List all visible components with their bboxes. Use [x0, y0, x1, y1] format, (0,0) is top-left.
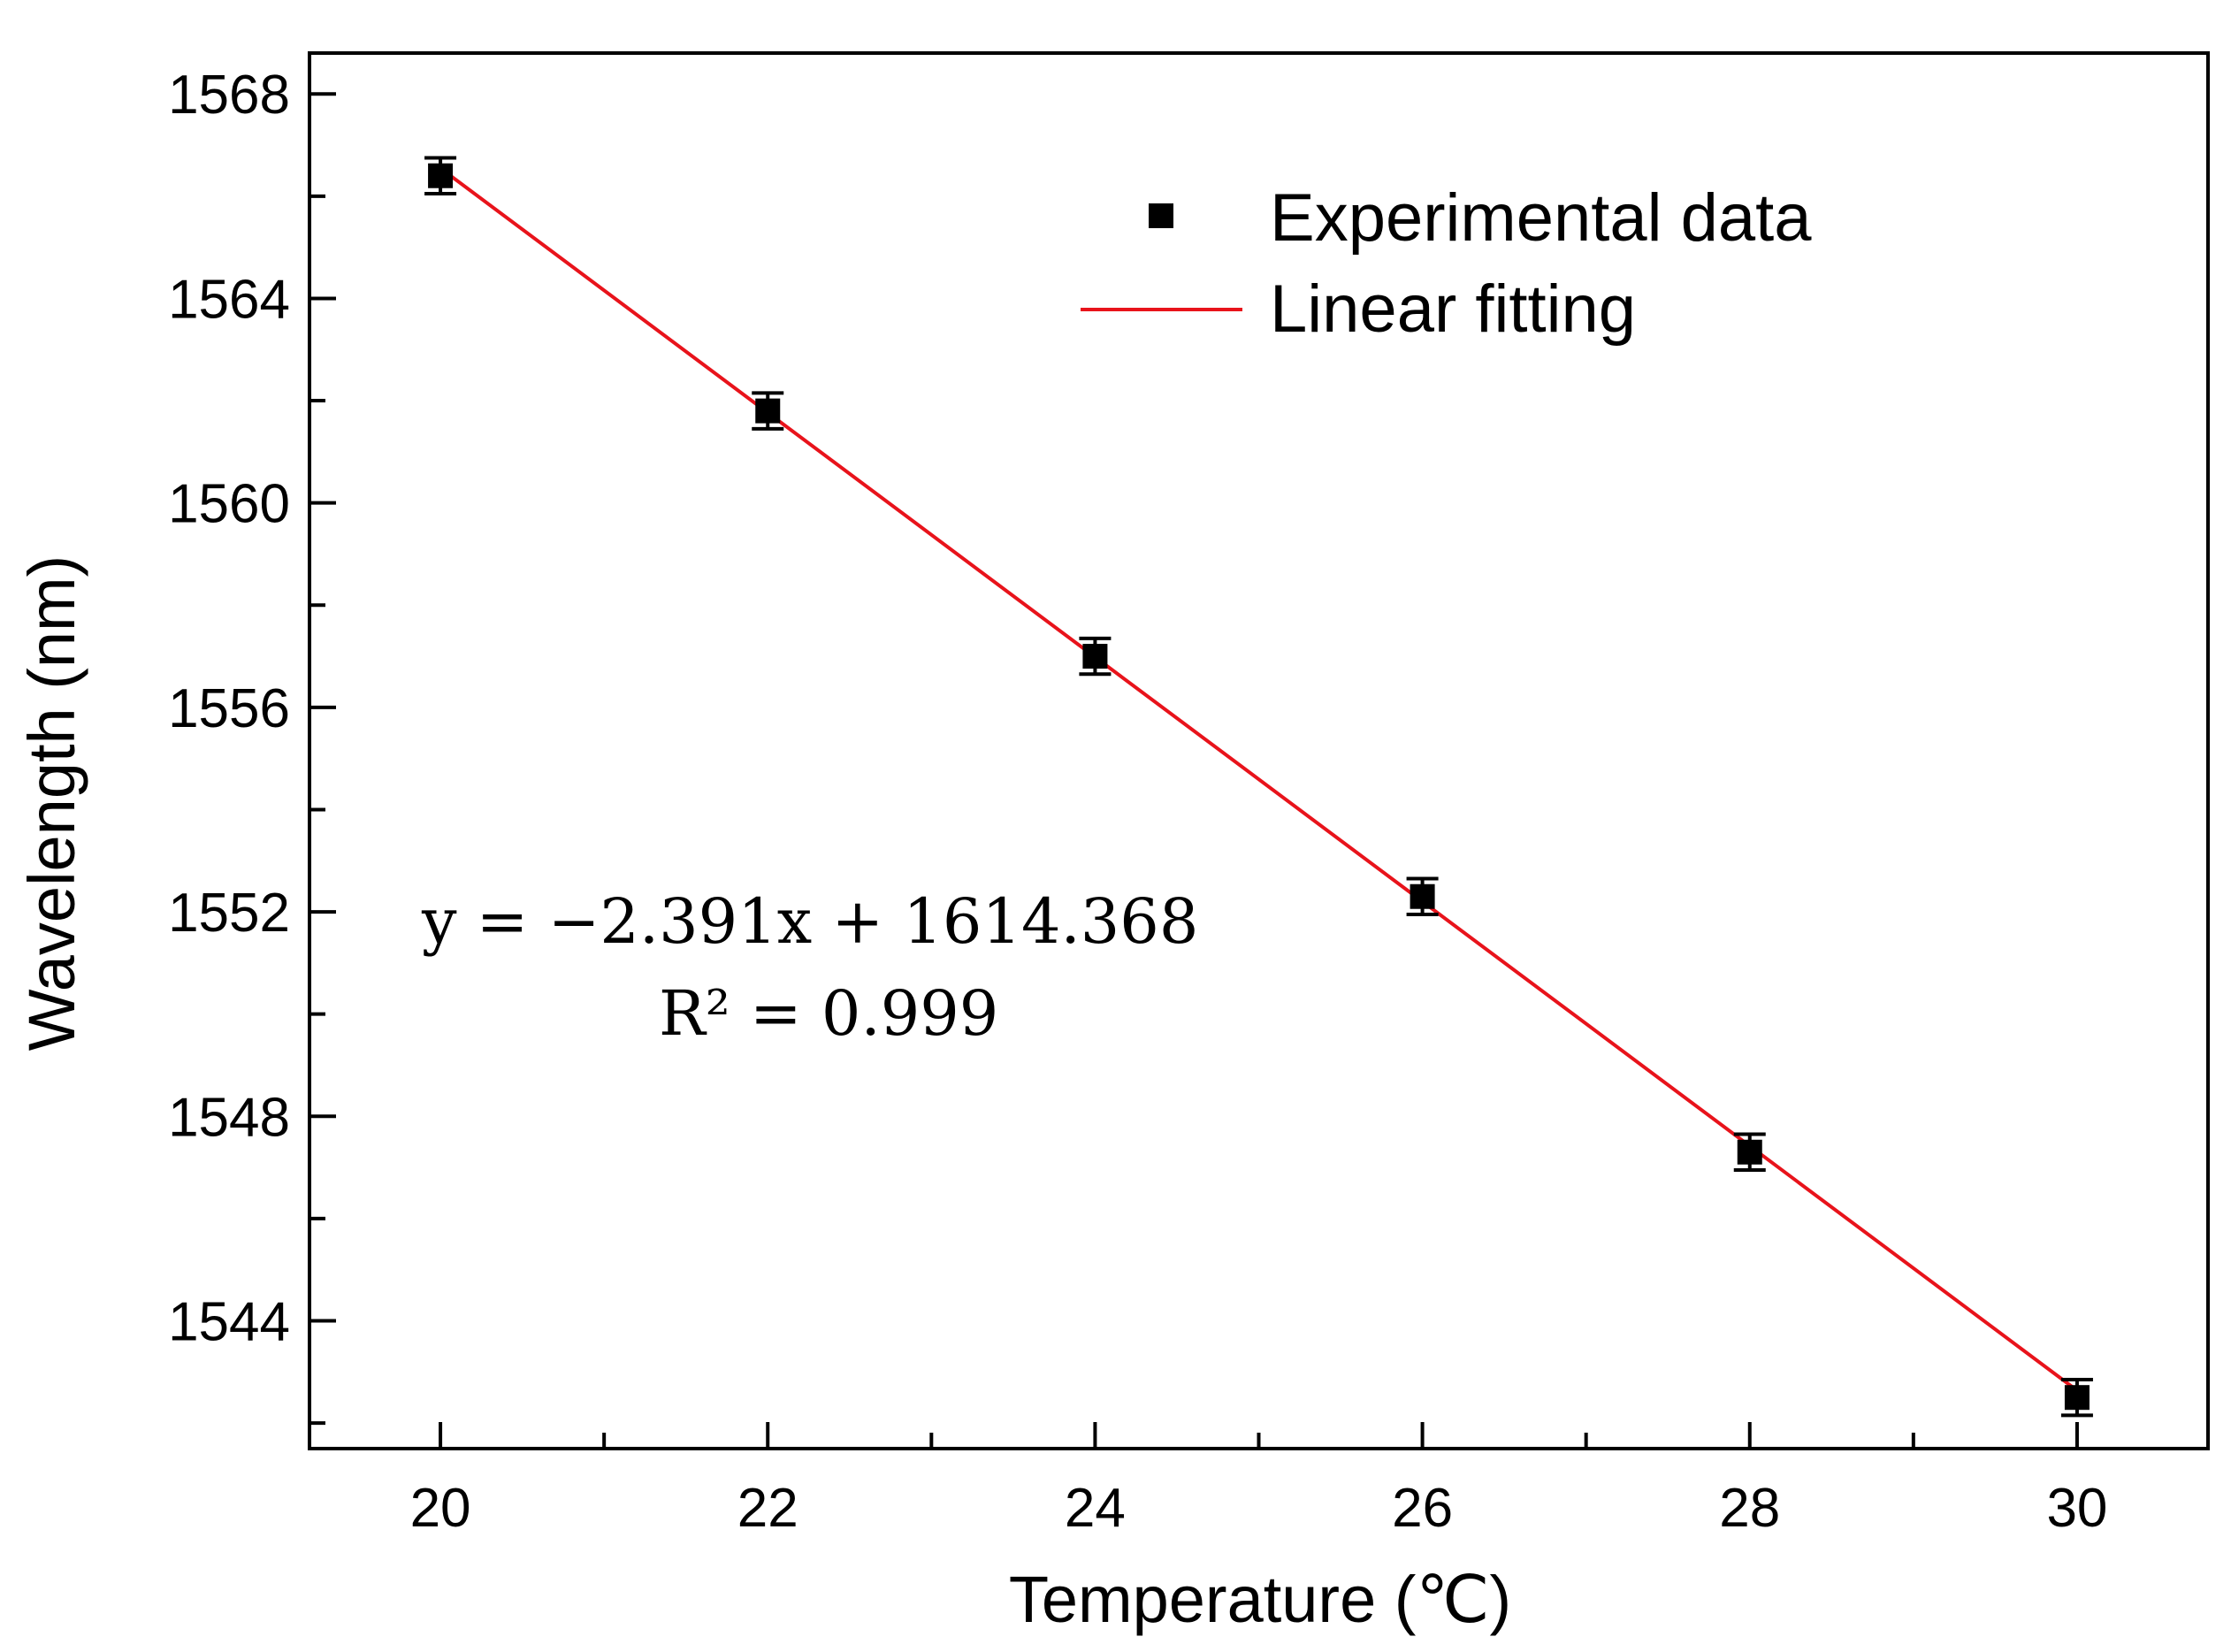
fit-equation: y = −2.391x + 1614.368 [421, 885, 1198, 958]
data-point [2064, 1385, 2090, 1411]
y-tick-label: 1548 [168, 1087, 290, 1148]
data-point [1082, 644, 1108, 669]
legend-marker-experimental [1149, 203, 1173, 228]
x-tick-label: 22 [737, 1478, 798, 1539]
y-tick-label: 1560 [168, 474, 290, 535]
ticks-layer: 20 22 24 26 28 30 1544 1548 1552 1556 1560 1564 1568 [168, 65, 2107, 1539]
x-tick-label: 30 [2046, 1478, 2107, 1539]
r-squared: R² = 0.999 [659, 977, 998, 1050]
plot-frame [308, 51, 2210, 1450]
x-tick-label: 20 [410, 1478, 471, 1539]
x-tick-label: 24 [1065, 1478, 1126, 1539]
x-tick-label: 28 [1719, 1478, 1780, 1539]
x-tick-label: 26 [1392, 1478, 1453, 1539]
data-point [755, 398, 781, 424]
data-point [1737, 1139, 1762, 1165]
legend-label-experimental: Experimental data [1270, 180, 1812, 256]
fit-layer [439, 166, 2079, 1392]
legend-label-linear: Linear fitting [1270, 272, 1636, 347]
y-tick-label: 1556 [168, 678, 290, 739]
y-tick-label: 1568 [168, 65, 290, 126]
y-tick-label: 1564 [168, 269, 290, 330]
y-axis-title: Wavelength (nm) [15, 555, 88, 1052]
y-tick-label: 1544 [168, 1291, 290, 1352]
legend: Experimental data Linear fitting [1081, 180, 1812, 347]
data-point [1410, 883, 1435, 909]
x-axis-title: Temperature (℃) [1009, 1563, 1511, 1636]
points-layer [424, 156, 2093, 1418]
y-tick-label: 1552 [168, 883, 290, 944]
data-point [428, 163, 454, 188]
fit-line [439, 166, 2079, 1392]
